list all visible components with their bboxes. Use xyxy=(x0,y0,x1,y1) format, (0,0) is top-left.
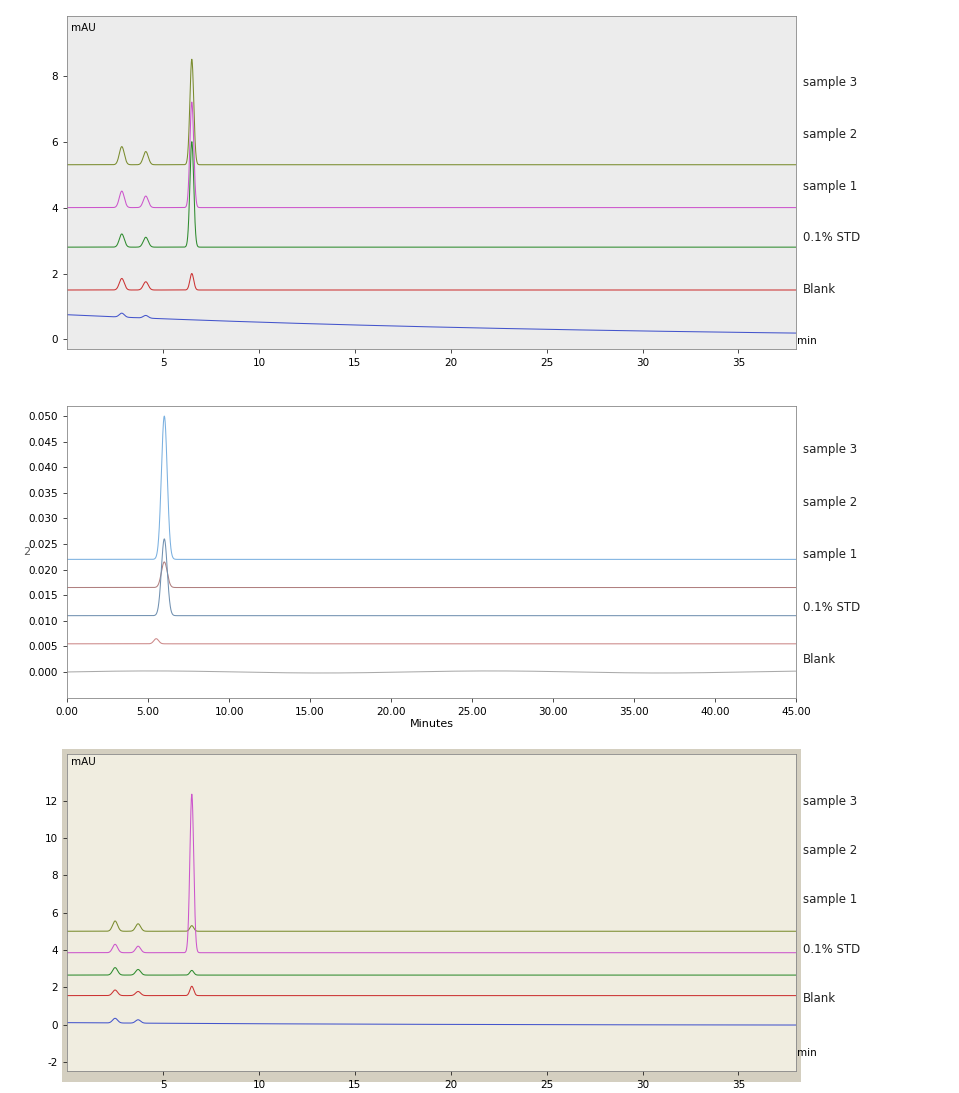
Text: sample 3: sample 3 xyxy=(804,77,857,90)
Text: sample 1: sample 1 xyxy=(804,548,857,561)
Text: min: min xyxy=(797,1048,816,1058)
Text: Blank: Blank xyxy=(804,654,836,666)
Text: 0.1% STD: 0.1% STD xyxy=(804,601,860,613)
Text: sample 3: sample 3 xyxy=(804,443,857,456)
Text: sample 1: sample 1 xyxy=(804,893,857,906)
Text: mAU: mAU xyxy=(71,23,96,33)
Text: sample 2: sample 2 xyxy=(804,844,857,857)
Text: 0.1% STD: 0.1% STD xyxy=(804,942,860,955)
X-axis label: Minutes: Minutes xyxy=(409,719,454,729)
Text: sample 1: sample 1 xyxy=(804,179,857,192)
Text: min: min xyxy=(797,336,816,346)
Text: 2: 2 xyxy=(24,546,31,556)
Text: 0.1% STD: 0.1% STD xyxy=(804,232,860,245)
Text: sample 2: sample 2 xyxy=(804,128,857,141)
Text: sample 3: sample 3 xyxy=(804,795,857,808)
Text: Blank: Blank xyxy=(804,283,836,296)
Text: sample 2: sample 2 xyxy=(804,495,857,508)
Text: Blank: Blank xyxy=(804,991,836,1004)
Text: mAU: mAU xyxy=(71,757,96,767)
